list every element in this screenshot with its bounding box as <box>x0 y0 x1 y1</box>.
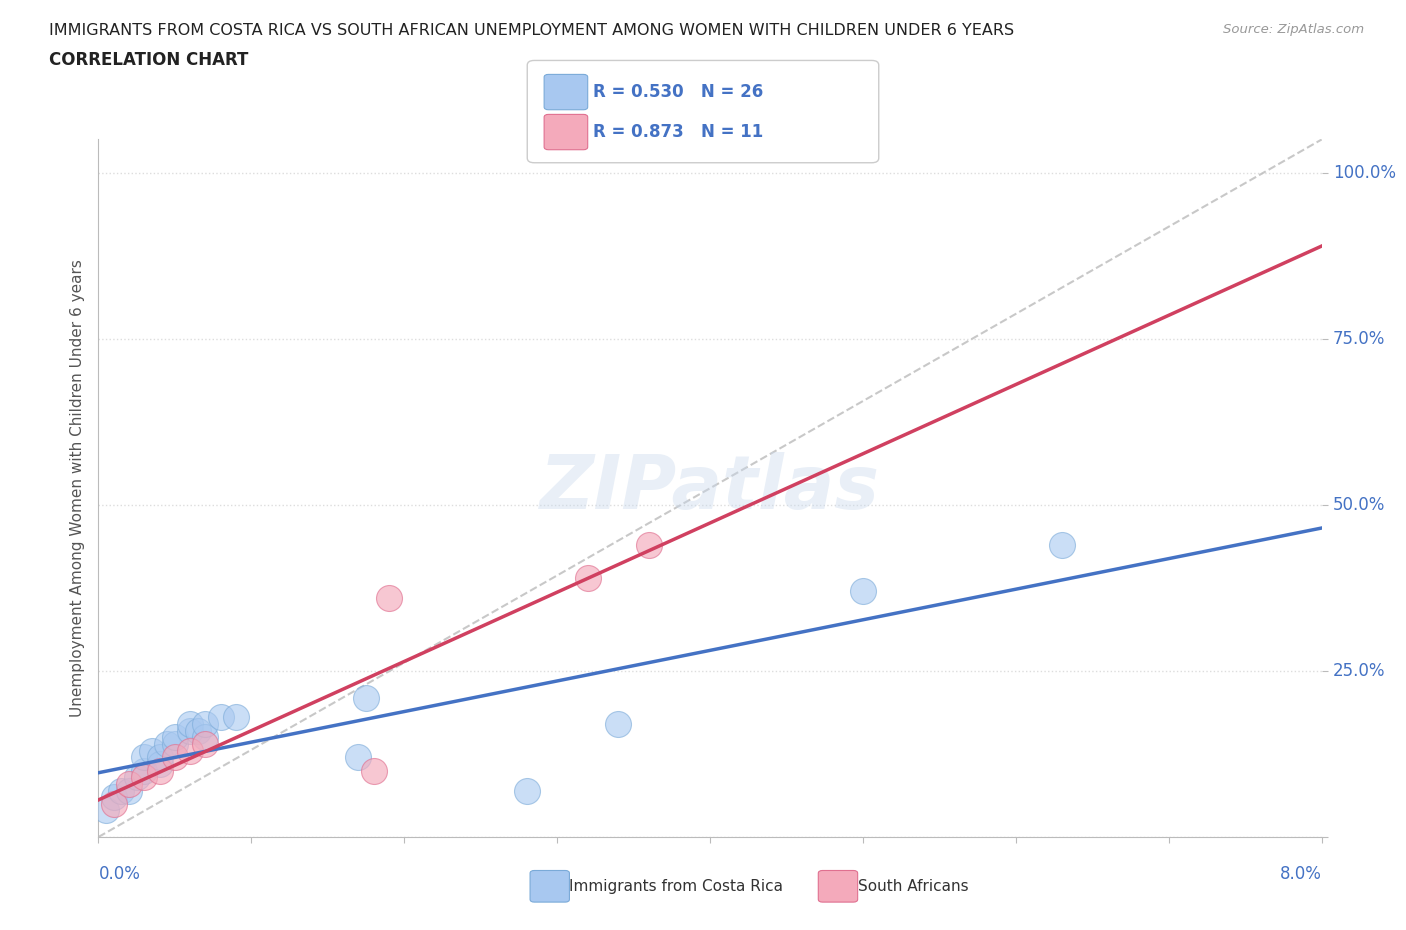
Point <box>110 783 132 798</box>
Point <box>118 783 141 798</box>
Point <box>187 724 209 738</box>
Point <box>134 764 156 778</box>
Point <box>209 710 232 724</box>
Point <box>179 743 201 758</box>
Text: CORRELATION CHART: CORRELATION CHART <box>49 51 249 69</box>
Text: R = 0.873   N = 11: R = 0.873 N = 11 <box>593 123 763 141</box>
Point <box>607 717 630 732</box>
Point <box>354 690 377 705</box>
Text: 25.0%: 25.0% <box>1333 662 1385 680</box>
Point <box>94 803 117 817</box>
Text: 8.0%: 8.0% <box>1279 865 1322 883</box>
Text: 50.0%: 50.0% <box>1333 496 1385 514</box>
Point <box>156 737 179 751</box>
Point <box>347 750 370 764</box>
Point <box>363 764 385 778</box>
Text: 75.0%: 75.0% <box>1333 330 1385 348</box>
Point <box>637 538 661 552</box>
Point <box>118 777 141 791</box>
Point <box>194 717 217 732</box>
Point <box>225 710 247 724</box>
Point <box>179 724 201 738</box>
Text: Immigrants from Costa Rica: Immigrants from Costa Rica <box>569 879 783 894</box>
Point <box>516 783 538 798</box>
Point <box>194 730 217 745</box>
Point <box>163 750 186 764</box>
Point <box>103 796 125 811</box>
Text: ZIPatlas: ZIPatlas <box>540 452 880 525</box>
Point <box>134 770 156 785</box>
Point <box>378 591 401 605</box>
Point <box>194 737 217 751</box>
Text: South Africans: South Africans <box>858 879 969 894</box>
Text: R = 0.530   N = 26: R = 0.530 N = 26 <box>593 83 763 101</box>
Point <box>179 717 201 732</box>
Text: 100.0%: 100.0% <box>1333 164 1396 181</box>
Y-axis label: Unemployment Among Women with Children Under 6 years: Unemployment Among Women with Children U… <box>69 259 84 717</box>
Point <box>576 570 599 585</box>
Text: 0.0%: 0.0% <box>98 865 141 883</box>
Point <box>149 764 172 778</box>
Point <box>149 756 172 771</box>
Point <box>141 743 163 758</box>
Point <box>163 737 186 751</box>
Point <box>149 750 172 764</box>
Point <box>134 750 156 764</box>
Point <box>125 770 148 785</box>
Point <box>103 790 125 804</box>
Point <box>852 584 875 599</box>
Point <box>163 730 186 745</box>
Text: IMMIGRANTS FROM COSTA RICA VS SOUTH AFRICAN UNEMPLOYMENT AMONG WOMEN WITH CHILDR: IMMIGRANTS FROM COSTA RICA VS SOUTH AFRI… <box>49 23 1014 38</box>
Text: Source: ZipAtlas.com: Source: ZipAtlas.com <box>1223 23 1364 36</box>
Point <box>1050 538 1073 552</box>
